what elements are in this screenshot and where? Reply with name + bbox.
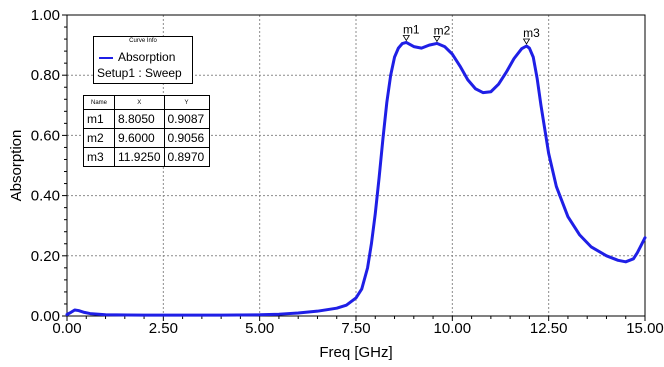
x-tick-label: 2.50 bbox=[149, 320, 178, 337]
x-tick-label: 12.50 bbox=[530, 320, 568, 337]
x-axis-title: Freq [GHz] bbox=[319, 344, 392, 361]
y-tick-label: 0.00 bbox=[31, 308, 60, 325]
x-tick-label: 0.00 bbox=[52, 320, 81, 337]
table-row: m2 9.6000 0.9056 bbox=[83, 128, 210, 148]
marker-name-cell: m3 bbox=[83, 147, 115, 167]
marker-name-cell: m1 bbox=[83, 109, 115, 129]
y-tick-label: 0.40 bbox=[31, 188, 60, 205]
marker-label: m3 bbox=[523, 26, 540, 40]
legend-series-label: Absorption bbox=[118, 50, 176, 64]
legend[interactable]: Curve Info Absorption Setup1 : Sweep bbox=[93, 36, 193, 84]
absorption-series-line bbox=[65, 40, 647, 317]
marker-triangle bbox=[522, 38, 531, 45]
marker-x-cell: 8.8050 bbox=[114, 109, 165, 129]
legend-swatch bbox=[99, 57, 113, 59]
y-axis-title: Absorption bbox=[8, 130, 25, 202]
y-tick-label: 1.00 bbox=[31, 7, 60, 24]
marker-label: m1 bbox=[403, 22, 420, 36]
y-tick-label: 0.60 bbox=[31, 127, 60, 144]
table-row: m1 8.8050 0.9087 bbox=[83, 109, 210, 129]
x-tick-labels: 0.00 2.50 5.00 7.50 10.00 12.50 15.00 bbox=[52, 320, 663, 337]
marker-table[interactable]: Name X Y m1 8.8050 0.9087 m2 9.6000 0.90… bbox=[83, 95, 210, 167]
x-tick-label: 7.50 bbox=[341, 320, 370, 337]
header-y: Y bbox=[163, 95, 210, 110]
y-tick-label: 0.80 bbox=[31, 67, 60, 84]
marker-layer: m1 m2 m3 bbox=[402, 22, 540, 45]
header-name: Name bbox=[83, 95, 115, 110]
header-x: X bbox=[114, 95, 165, 110]
plot-area bbox=[66, 14, 646, 317]
marker-label: m2 bbox=[434, 23, 451, 37]
marker-triangle bbox=[402, 35, 410, 42]
x-tick-label: 5.00 bbox=[245, 320, 274, 337]
y-tick-label: 0.20 bbox=[31, 248, 60, 265]
series-layer bbox=[65, 40, 647, 317]
table-row: m3 11.9250 0.8970 bbox=[83, 147, 210, 167]
marker-table-header: Name X Y bbox=[83, 95, 210, 110]
marker-y-cell: 0.8970 bbox=[163, 147, 210, 167]
x-tick-label: 10.00 bbox=[434, 320, 472, 337]
marker-name-cell: m2 bbox=[83, 128, 115, 148]
y-tick-labels: 0.00 0.20 0.40 0.60 0.80 1.00 bbox=[31, 7, 60, 325]
marker-x-cell: 11.9250 bbox=[114, 147, 165, 167]
marker-y-cell: 0.9056 bbox=[163, 128, 210, 148]
marker-triangle bbox=[433, 36, 441, 43]
legend-setup-label: Setup1 : Sweep bbox=[97, 66, 182, 80]
legend-title: Curve Info bbox=[129, 38, 157, 44]
marker-y-cell: 0.9087 bbox=[163, 109, 210, 129]
x-tick-label: 15.00 bbox=[626, 320, 664, 337]
marker-x-cell: 9.6000 bbox=[114, 128, 165, 148]
